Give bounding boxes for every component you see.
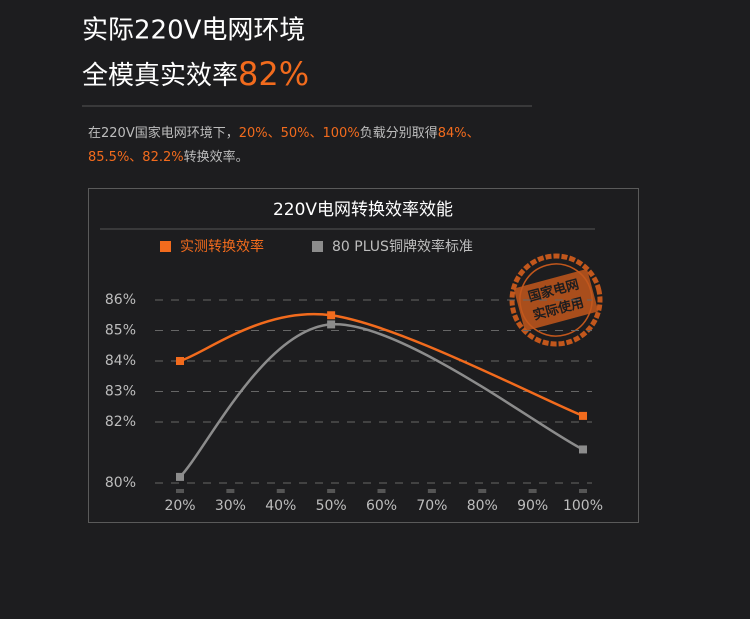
data-point xyxy=(327,311,336,320)
description-text: 在220V国家电网环境下， xyxy=(88,125,239,141)
x-tick-mark xyxy=(427,489,436,493)
description-accent: 84%、 xyxy=(438,126,480,141)
data-point xyxy=(579,411,587,420)
x-tick-label: 80% xyxy=(467,498,498,514)
y-tick-label: 84% xyxy=(105,353,136,369)
series-line xyxy=(179,312,584,418)
x-tick-label: 30% xyxy=(215,498,246,514)
x-tick-mark xyxy=(528,489,537,493)
description-line: 85.5%、82.2%转换效率。 xyxy=(88,149,249,165)
x-tick-label: 100% xyxy=(563,498,603,514)
x-tick-mark xyxy=(176,489,184,493)
x-tick-label: 70% xyxy=(416,498,447,514)
x-tick-mark xyxy=(579,489,587,493)
description: 在220V国家电网环境下，20%、50%、100%负载分别取得84%、 85.5%… xyxy=(88,125,480,165)
x-tick-label: 40% xyxy=(265,498,296,514)
x-tick-label: 50% xyxy=(316,498,347,514)
stamp-ring xyxy=(509,253,603,347)
heading-highlight: 82% xyxy=(238,55,309,93)
description-text: 负载分别取得 xyxy=(360,125,438,141)
x-tick-mark xyxy=(377,489,386,493)
x-tick-label: 60% xyxy=(366,498,397,514)
chart-title: 220V电网转换效率效能 xyxy=(273,200,453,220)
heading-text: 全模真实效率 xyxy=(82,61,238,91)
legend-label: 实测转换效率 xyxy=(180,238,264,255)
y-tick-label: 83% xyxy=(105,384,136,400)
x-tick-label: 20% xyxy=(164,498,195,514)
description-line: 在220V国家电网环境下，20%、50%、100%负载分别取得84%、 xyxy=(88,125,480,141)
x-tick-mark xyxy=(327,489,336,493)
x-tick-mark xyxy=(226,489,235,493)
x-tick-label: 90% xyxy=(517,498,548,514)
heading: 全模真实效率82% xyxy=(82,55,309,93)
legend-label: 80 PLUS铜牌效率标准 xyxy=(332,238,473,255)
description-accent: 85.5%、82.2% xyxy=(88,150,184,165)
y-tick-label: 82% xyxy=(105,414,136,430)
x-tick-mark xyxy=(276,489,285,493)
description-accent: 20%、50%、100% xyxy=(239,126,360,141)
y-tick-label: 85% xyxy=(105,323,136,339)
data-point xyxy=(176,472,184,481)
data-point xyxy=(579,445,587,454)
description-text: 转换效率。 xyxy=(184,149,249,165)
heading: 实际220V电网环境 xyxy=(82,16,305,46)
data-point xyxy=(176,357,184,365)
x-tick-mark xyxy=(478,489,487,493)
y-tick-label: 86% xyxy=(105,292,136,308)
legend-swatch xyxy=(160,241,171,252)
chart-frame xyxy=(88,188,639,523)
data-point xyxy=(327,320,336,329)
y-tick-label: 80% xyxy=(105,475,136,491)
legend-swatch xyxy=(312,241,323,252)
